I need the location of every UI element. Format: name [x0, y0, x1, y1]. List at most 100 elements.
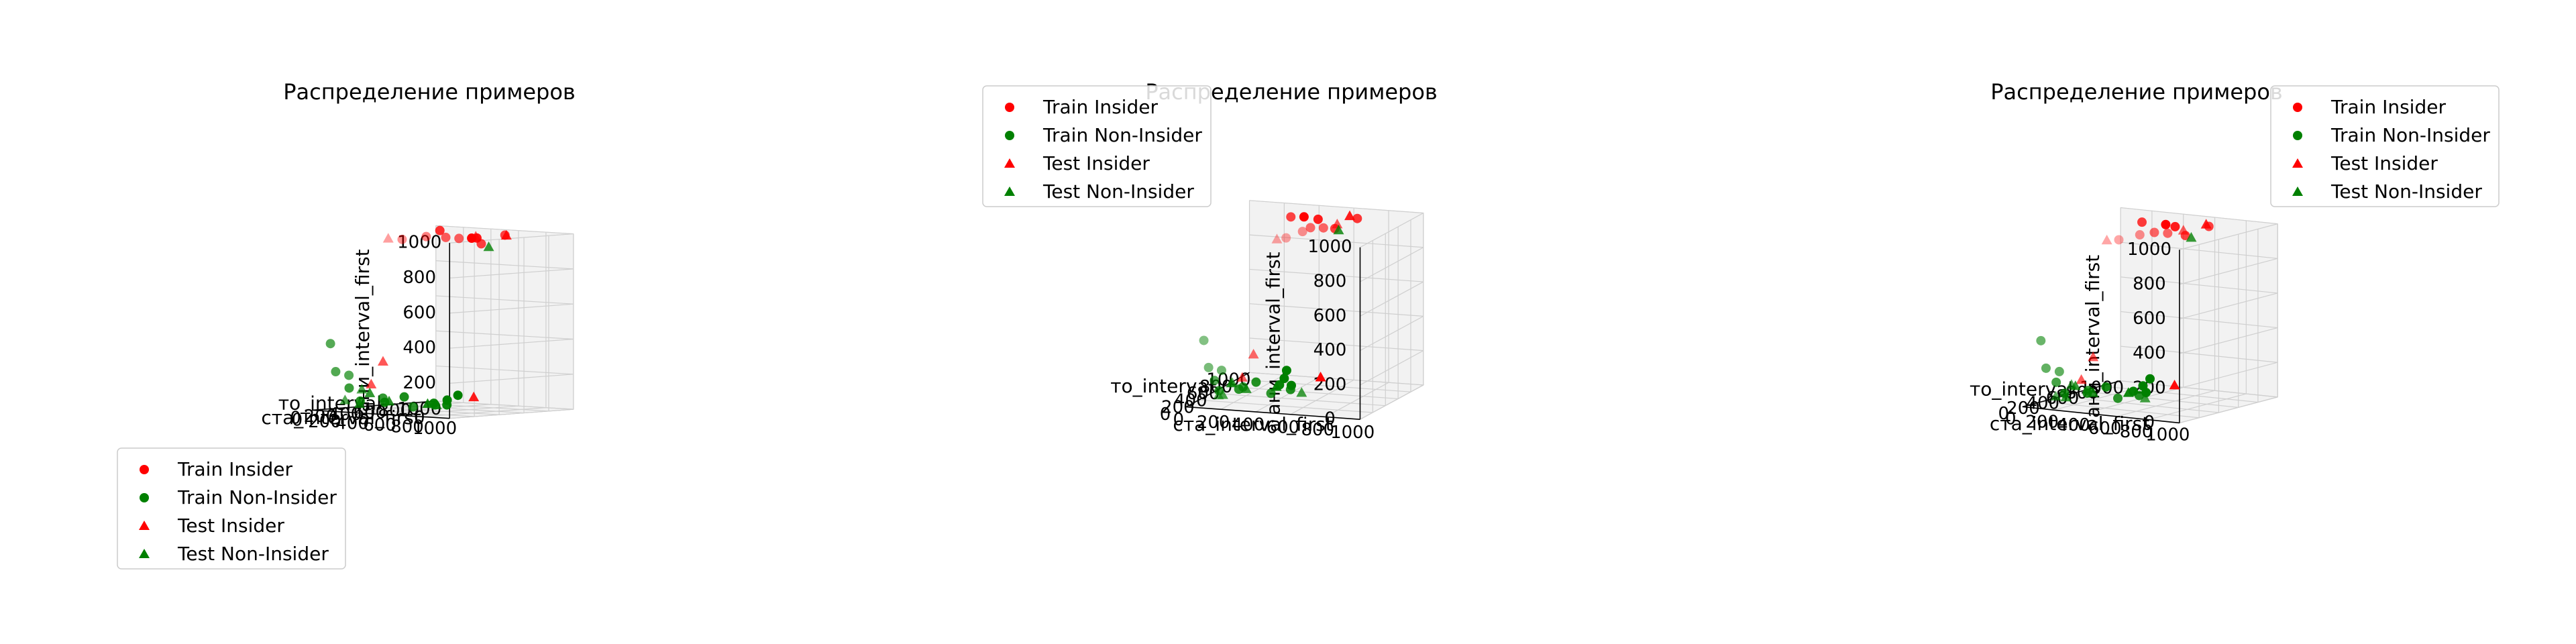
point-train-non-insider — [2101, 382, 2111, 392]
z-tick-label: 1000 — [397, 233, 441, 253]
point-test-insider — [2088, 352, 2099, 362]
grid-line — [1249, 303, 1424, 317]
grid-line — [1325, 382, 1389, 417]
grid-line — [2085, 386, 2184, 414]
point-test-insider — [1315, 372, 1326, 382]
grid-line — [2042, 401, 2200, 419]
legend-label: Train Non-Insider — [2330, 124, 2490, 146]
legend-marker — [2292, 186, 2303, 196]
legend-box — [982, 85, 1212, 207]
y-tick-label: 400 — [335, 413, 369, 433]
grid-line — [2179, 327, 2278, 354]
point-test-insider — [1271, 233, 1283, 244]
point-train-insider — [1286, 212, 1296, 222]
legend-marker — [1004, 186, 1015, 196]
y-axis-line — [2022, 406, 2180, 424]
x-axis-line — [312, 400, 436, 411]
subplot-3: 0002002002004004004006006006008008008001… — [1970, 79, 2500, 445]
point-train-insider — [2163, 228, 2173, 238]
grid-line — [1360, 212, 1424, 248]
x-tick-label: 400 — [1174, 390, 1208, 411]
back-pane — [449, 233, 574, 419]
point-train-non-insider — [1210, 376, 1220, 386]
grid-line — [2081, 390, 2239, 408]
legend: Train Insider Train Non-Insider Test Insid… — [2270, 85, 2500, 207]
z-tick-label: 200 — [402, 373, 436, 393]
y-axis-label: ста_interval_first — [261, 407, 421, 429]
point-train-non-insider — [2054, 366, 2064, 376]
chart-title: Распределение примеров — [283, 79, 576, 105]
point-train-non-insider — [1234, 384, 1244, 394]
back-pane — [1359, 212, 1424, 421]
y-tick-label: 0 — [292, 411, 303, 431]
grid-line — [2121, 311, 2278, 329]
legend-marker — [2293, 131, 2302, 140]
z-tick-label: 400 — [402, 338, 436, 358]
point-train-non-insider — [1251, 377, 1261, 387]
grid-line — [435, 225, 574, 235]
grid-line — [1290, 379, 1354, 415]
point-train-non-insider — [408, 402, 418, 412]
point-train-insider — [2137, 217, 2147, 227]
z-tick-label: 0 — [414, 408, 425, 428]
point-train-non-insider — [429, 398, 439, 409]
y-tick-label: 800 — [2120, 422, 2153, 442]
point-train-insider — [1318, 223, 1328, 233]
legend-label: Train Non-Insider — [177, 486, 337, 508]
grid-line — [367, 404, 491, 414]
legend-label: Test Insider — [2330, 152, 2438, 174]
grid-line — [337, 408, 475, 417]
point-train-non-insider — [2041, 363, 2051, 373]
point-train-non-insider — [1199, 335, 1209, 345]
z-tick-label: 400 — [1313, 340, 1347, 360]
point-train-non-insider — [2138, 381, 2148, 391]
grid-line — [1236, 378, 1411, 392]
x-axis-label: то_interval — [1110, 375, 1214, 397]
x-axis-label: то_interval — [278, 392, 382, 415]
point-train-insider — [2135, 230, 2145, 240]
grid-line — [2179, 258, 2278, 285]
legend-box — [117, 447, 346, 570]
y-axis-line — [1186, 406, 1360, 420]
point-train-non-insider — [2113, 393, 2123, 403]
point-train-non-insider — [344, 383, 354, 393]
y-tick-label: 200 — [2025, 412, 2059, 432]
point-train-insider — [1297, 227, 1307, 237]
point-train-non-insider — [399, 392, 409, 402]
grid-line — [435, 295, 574, 305]
point-test-non-insider — [1333, 224, 1344, 235]
y-tick-label: 1000 — [2145, 425, 2190, 445]
x-tick-label: 600 — [1187, 384, 1220, 404]
point-train-non-insider — [2145, 374, 2155, 384]
grid-line — [361, 406, 500, 415]
point-train-non-insider — [1281, 366, 1291, 376]
x-tick-label: 200 — [1161, 398, 1195, 418]
point-train-insider — [1299, 212, 1309, 222]
point-train-non-insider — [442, 395, 452, 405]
point-train-insider — [421, 231, 431, 241]
z-tick-label: 600 — [2133, 309, 2166, 329]
y-tick-label: 0 — [1173, 410, 1185, 430]
point-train-insider — [397, 234, 407, 244]
grid-line — [2116, 390, 2215, 417]
point-train-non-insider — [1266, 388, 1276, 398]
point-train-insider — [467, 233, 477, 244]
grid-line — [449, 409, 574, 419]
point-train-non-insider — [344, 370, 354, 380]
point-train-non-insider — [1275, 380, 1285, 390]
grid-line — [449, 303, 574, 314]
legend-marker — [1005, 103, 1014, 112]
legend-label: Test Non-Insider — [177, 543, 329, 565]
z-tick-label: 0 — [1324, 409, 1336, 429]
point-train-non-insider — [1279, 374, 1289, 384]
point-train-non-insider — [2082, 388, 2092, 398]
y-tick-label: 0 — [2005, 409, 2017, 429]
subplot-2: 0 0 02002002004004004006006006008008008001… — [982, 79, 1438, 443]
y-tick-label: 800 — [390, 417, 424, 437]
legend-label: Test Non-Insider — [2330, 180, 2482, 203]
grid-line — [1255, 377, 1320, 413]
chart-title: Распределение примеров — [1990, 79, 2283, 105]
point-train-insider — [2180, 231, 2190, 241]
z-tick-label: 1000 — [1307, 237, 1352, 257]
point-test-non-insider — [364, 387, 376, 398]
